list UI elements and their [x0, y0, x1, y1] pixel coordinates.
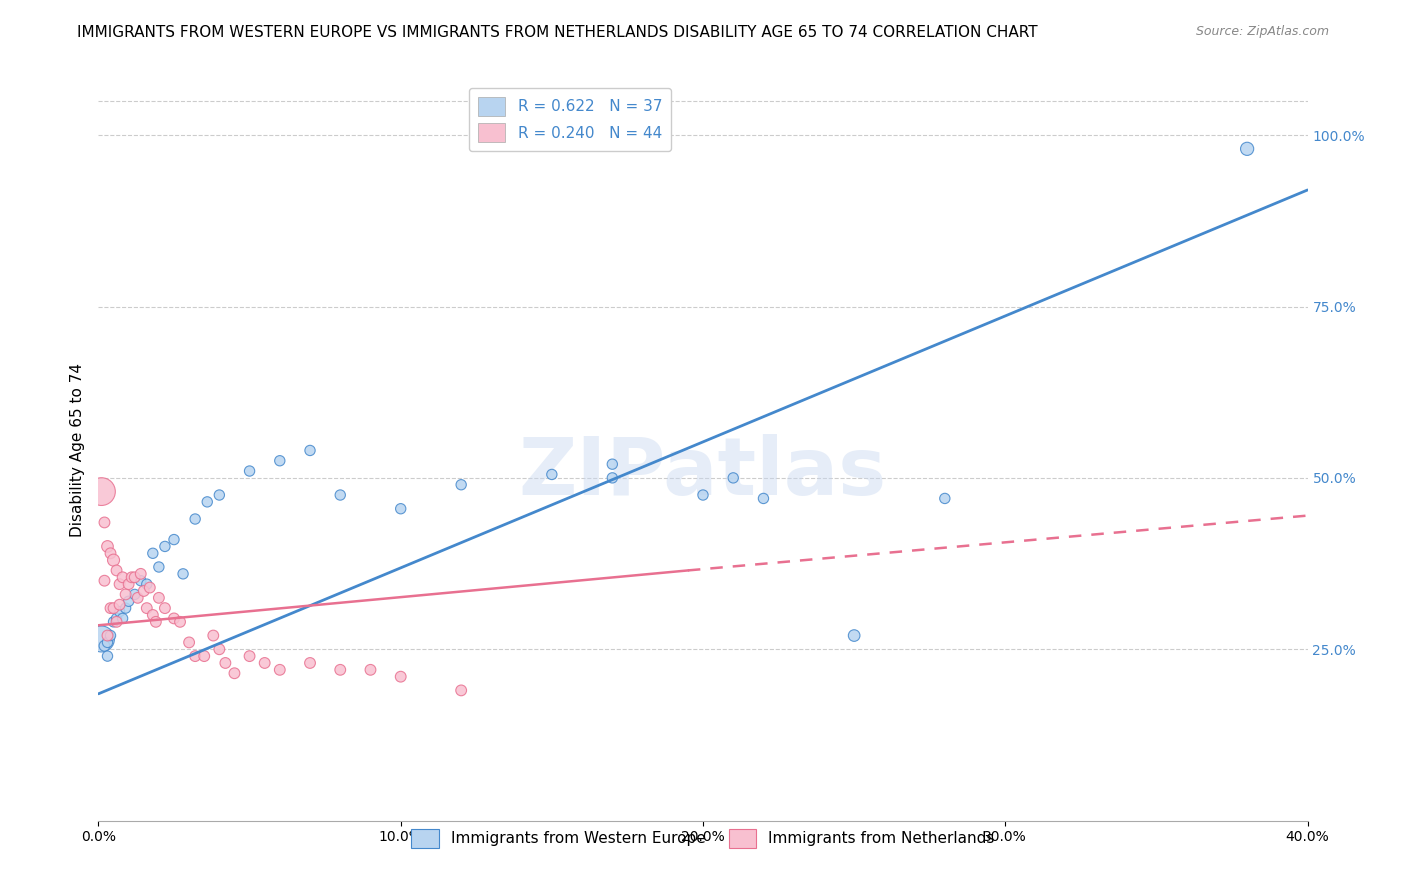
- Point: [184, 649, 207, 664]
- Point: [96, 540, 118, 554]
- Point: [132, 584, 155, 599]
- Point: [96, 635, 118, 649]
- Point: [253, 656, 276, 670]
- Point: [602, 457, 624, 471]
- Point: [124, 587, 146, 601]
- Point: [163, 611, 186, 625]
- Point: [299, 656, 322, 670]
- Point: [239, 649, 262, 664]
- Point: [103, 601, 125, 615]
- Y-axis label: Disability Age 65 to 74: Disability Age 65 to 74: [69, 363, 84, 538]
- Point: [103, 615, 125, 629]
- Point: [239, 464, 262, 478]
- Text: Source: ZipAtlas.com: Source: ZipAtlas.com: [1195, 25, 1329, 38]
- Point: [111, 570, 134, 584]
- Point: [105, 563, 128, 577]
- Point: [111, 611, 134, 625]
- Point: [844, 628, 866, 642]
- Point: [208, 488, 231, 502]
- Point: [108, 605, 131, 619]
- Point: [103, 553, 125, 567]
- Point: [145, 615, 167, 629]
- Point: [93, 639, 115, 653]
- Point: [179, 635, 201, 649]
- Point: [329, 488, 352, 502]
- Point: [105, 611, 128, 625]
- Point: [269, 663, 291, 677]
- Point: [723, 471, 745, 485]
- Point: [195, 495, 218, 509]
- Legend: Immigrants from Western Europe, Immigrants from Netherlands: Immigrants from Western Europe, Immigran…: [405, 822, 1001, 854]
- Point: [100, 628, 122, 642]
- Point: [93, 574, 115, 588]
- Point: [127, 591, 149, 605]
- Point: [153, 540, 176, 554]
- Point: [108, 598, 131, 612]
- Point: [114, 587, 136, 601]
- Point: [184, 512, 207, 526]
- Point: [163, 533, 186, 547]
- Point: [124, 570, 146, 584]
- Point: [142, 546, 165, 560]
- Point: [90, 484, 112, 499]
- Point: [169, 615, 191, 629]
- Point: [135, 601, 157, 615]
- Point: [193, 649, 215, 664]
- Point: [148, 560, 170, 574]
- Point: [450, 683, 472, 698]
- Point: [202, 628, 225, 642]
- Point: [135, 577, 157, 591]
- Point: [172, 566, 194, 581]
- Point: [153, 601, 176, 615]
- Point: [129, 574, 152, 588]
- Point: [148, 591, 170, 605]
- Point: [540, 467, 562, 482]
- Point: [118, 577, 141, 591]
- Point: [90, 632, 112, 646]
- Text: IMMIGRANTS FROM WESTERN EUROPE VS IMMIGRANTS FROM NETHERLANDS DISABILITY AGE 65 : IMMIGRANTS FROM WESTERN EUROPE VS IMMIGR…: [77, 25, 1038, 40]
- Point: [389, 670, 412, 684]
- Point: [269, 454, 291, 468]
- Point: [96, 649, 118, 664]
- Point: [389, 501, 412, 516]
- Point: [105, 615, 128, 629]
- Point: [934, 491, 956, 506]
- Point: [100, 601, 122, 615]
- Point: [93, 516, 115, 530]
- Point: [329, 663, 352, 677]
- Point: [1236, 142, 1258, 156]
- Point: [224, 666, 246, 681]
- Point: [752, 491, 775, 506]
- Point: [121, 570, 143, 584]
- Point: [96, 628, 118, 642]
- Point: [602, 471, 624, 485]
- Point: [692, 488, 714, 502]
- Point: [129, 566, 152, 581]
- Point: [142, 607, 165, 622]
- Point: [299, 443, 322, 458]
- Point: [450, 477, 472, 491]
- Point: [100, 546, 122, 560]
- Point: [114, 601, 136, 615]
- Text: ZIPatlas: ZIPatlas: [519, 434, 887, 512]
- Point: [108, 577, 131, 591]
- Point: [139, 581, 162, 595]
- Point: [360, 663, 382, 677]
- Point: [214, 656, 236, 670]
- Point: [118, 594, 141, 608]
- Point: [208, 642, 231, 657]
